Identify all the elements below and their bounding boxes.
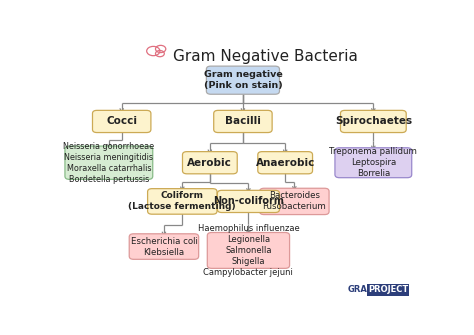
FancyBboxPatch shape	[65, 146, 153, 179]
Text: Non-coliform: Non-coliform	[213, 196, 284, 206]
Text: Gram Negative Bacteria: Gram Negative Bacteria	[173, 49, 357, 64]
FancyBboxPatch shape	[258, 152, 312, 174]
FancyBboxPatch shape	[92, 110, 151, 133]
Text: Bacilli: Bacilli	[225, 117, 261, 126]
FancyBboxPatch shape	[214, 110, 272, 133]
Text: PROJECT: PROJECT	[368, 285, 408, 294]
Text: Coliform
(Lactose fermenting): Coliform (Lactose fermenting)	[128, 191, 236, 211]
Text: Neisseria gonorrhoeae
Neisseria meningitidis
Moraxella catarrhalis
Bordetella pe: Neisseria gonorrhoeae Neisseria meningit…	[64, 142, 155, 184]
FancyBboxPatch shape	[207, 232, 290, 268]
Text: Treponema pallidum
Leptospira
Borrelia: Treponema pallidum Leptospira Borrelia	[329, 147, 417, 178]
Text: Cocci: Cocci	[106, 117, 137, 126]
FancyBboxPatch shape	[340, 110, 406, 133]
FancyBboxPatch shape	[182, 152, 237, 174]
Text: Haemophilus influenzae
Legionella
Salmonella
Shigella
Campylobacter jejuni: Haemophilus influenzae Legionella Salmon…	[198, 224, 299, 277]
Text: Spirochaetes: Spirochaetes	[335, 117, 412, 126]
Text: Escherichia coli
Klebsiella: Escherichia coli Klebsiella	[130, 237, 197, 257]
Text: Gram negative
(Pink on stain): Gram negative (Pink on stain)	[203, 70, 283, 90]
FancyBboxPatch shape	[147, 189, 217, 214]
FancyBboxPatch shape	[129, 234, 199, 259]
FancyBboxPatch shape	[260, 188, 329, 215]
Text: Aerobic: Aerobic	[187, 158, 232, 168]
FancyBboxPatch shape	[335, 148, 412, 178]
FancyBboxPatch shape	[206, 66, 280, 94]
FancyBboxPatch shape	[218, 190, 280, 212]
Text: Anaerobic: Anaerobic	[255, 158, 315, 168]
Text: GRAM: GRAM	[347, 285, 376, 294]
Text: Bacteroides
Fusobacterium: Bacteroides Fusobacterium	[263, 191, 326, 211]
